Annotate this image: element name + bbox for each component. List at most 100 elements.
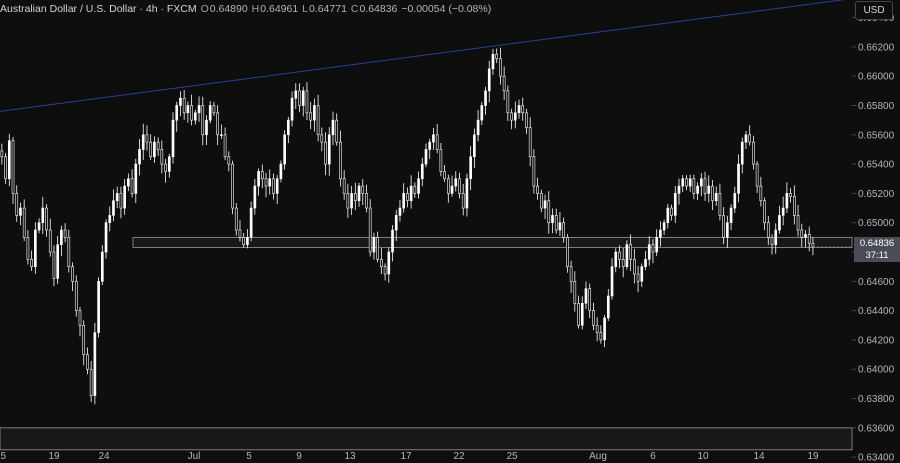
candle-up <box>197 105 201 114</box>
bar-countdown: 37:11 <box>865 250 889 261</box>
candle-down <box>670 207 673 216</box>
candle-down <box>48 229 52 253</box>
candle-down <box>618 251 621 260</box>
y-tick-label: 0.64000 <box>858 365 895 376</box>
candle-up <box>484 90 487 106</box>
candle-up <box>558 222 562 231</box>
candle-up <box>357 185 361 202</box>
candle-up <box>584 288 588 304</box>
candle-up <box>517 105 521 114</box>
x-tick-label: Jul <box>188 451 201 462</box>
x-tick-label: 5 <box>246 451 252 462</box>
candle-up <box>714 193 718 202</box>
candle-down <box>651 244 655 253</box>
candle-down <box>443 171 446 180</box>
candle-down <box>807 234 811 244</box>
candle-up <box>465 178 469 209</box>
x-tick-label: 17 <box>400 451 412 462</box>
x-tick-label: 6 <box>650 451 656 462</box>
candle-up <box>699 178 703 187</box>
candle-down <box>145 134 149 143</box>
candle-up <box>666 207 670 224</box>
open-label: O <box>200 3 209 15</box>
candle-down <box>703 178 707 194</box>
candle-down <box>368 207 372 253</box>
candle-down <box>324 141 327 165</box>
candle-down <box>182 97 186 114</box>
candle-up <box>186 105 190 114</box>
candle-down <box>458 178 461 194</box>
candle-up <box>729 207 733 224</box>
candle-up <box>614 251 618 267</box>
candle-up <box>640 266 644 282</box>
candle-down <box>461 193 465 209</box>
candle-up <box>350 193 353 209</box>
candle-down <box>383 266 387 275</box>
x-tick-label: 19 <box>48 451 60 462</box>
candle-down <box>52 251 56 279</box>
candle-down <box>63 229 67 238</box>
plot-area <box>0 0 852 463</box>
candle-down <box>629 244 632 260</box>
candle-up <box>580 302 584 326</box>
y-tick-label: 0.66200 <box>858 42 895 53</box>
candle-down <box>231 163 234 209</box>
candle-up <box>141 134 145 150</box>
candle-up <box>428 141 432 150</box>
candle-down <box>67 237 71 267</box>
open-value: 0.64890 <box>209 3 248 15</box>
candle-up <box>372 237 376 253</box>
candle-up <box>417 178 420 194</box>
candle-down <box>525 112 528 128</box>
candle-down <box>502 75 506 92</box>
candle-up <box>167 156 171 172</box>
candle-down <box>316 105 320 136</box>
candle-up <box>740 141 744 165</box>
candle-up <box>179 97 182 106</box>
candle-down <box>212 105 216 114</box>
candle-up <box>115 193 119 202</box>
candle-up <box>610 266 614 297</box>
currency-unit-button[interactable]: USD <box>855 1 893 20</box>
candle-up <box>409 185 413 202</box>
candle-down <box>636 273 640 282</box>
candle-down <box>234 207 238 231</box>
candle-down <box>495 53 499 59</box>
candle-down <box>446 178 450 194</box>
last-price-value: 0.64836 <box>859 238 895 249</box>
candle-up <box>294 90 298 99</box>
candle-up <box>257 171 260 187</box>
candle-up <box>625 244 629 267</box>
candle-up <box>688 178 692 187</box>
candle-up <box>737 163 740 194</box>
candle-down <box>4 156 7 180</box>
candle-down <box>592 310 595 326</box>
candle-up <box>134 163 138 194</box>
candle-up <box>491 53 495 70</box>
candle-up <box>313 105 316 121</box>
candle-down <box>540 193 543 209</box>
candle-up <box>275 178 279 194</box>
candle-down <box>160 149 164 165</box>
candle-up <box>108 215 112 224</box>
candle-down <box>748 134 752 143</box>
candle-down <box>190 105 193 121</box>
y-tick-label: 0.65800 <box>858 101 895 112</box>
close-value: 0.64836 <box>359 3 398 15</box>
candle-down <box>566 237 569 267</box>
candle-up <box>603 317 606 341</box>
y-tick-label: 0.63600 <box>858 423 895 434</box>
candle-down <box>309 112 312 121</box>
candle-down <box>796 215 800 231</box>
candle-up <box>662 222 666 231</box>
candle-down <box>633 259 636 275</box>
candle-up <box>677 185 681 194</box>
candle-down <box>78 310 82 326</box>
candle-up <box>327 134 331 165</box>
candle-down <box>320 134 324 143</box>
candle-down <box>532 156 536 187</box>
candle-down <box>718 193 722 216</box>
candle-down <box>510 112 513 121</box>
candle-down <box>588 288 592 311</box>
